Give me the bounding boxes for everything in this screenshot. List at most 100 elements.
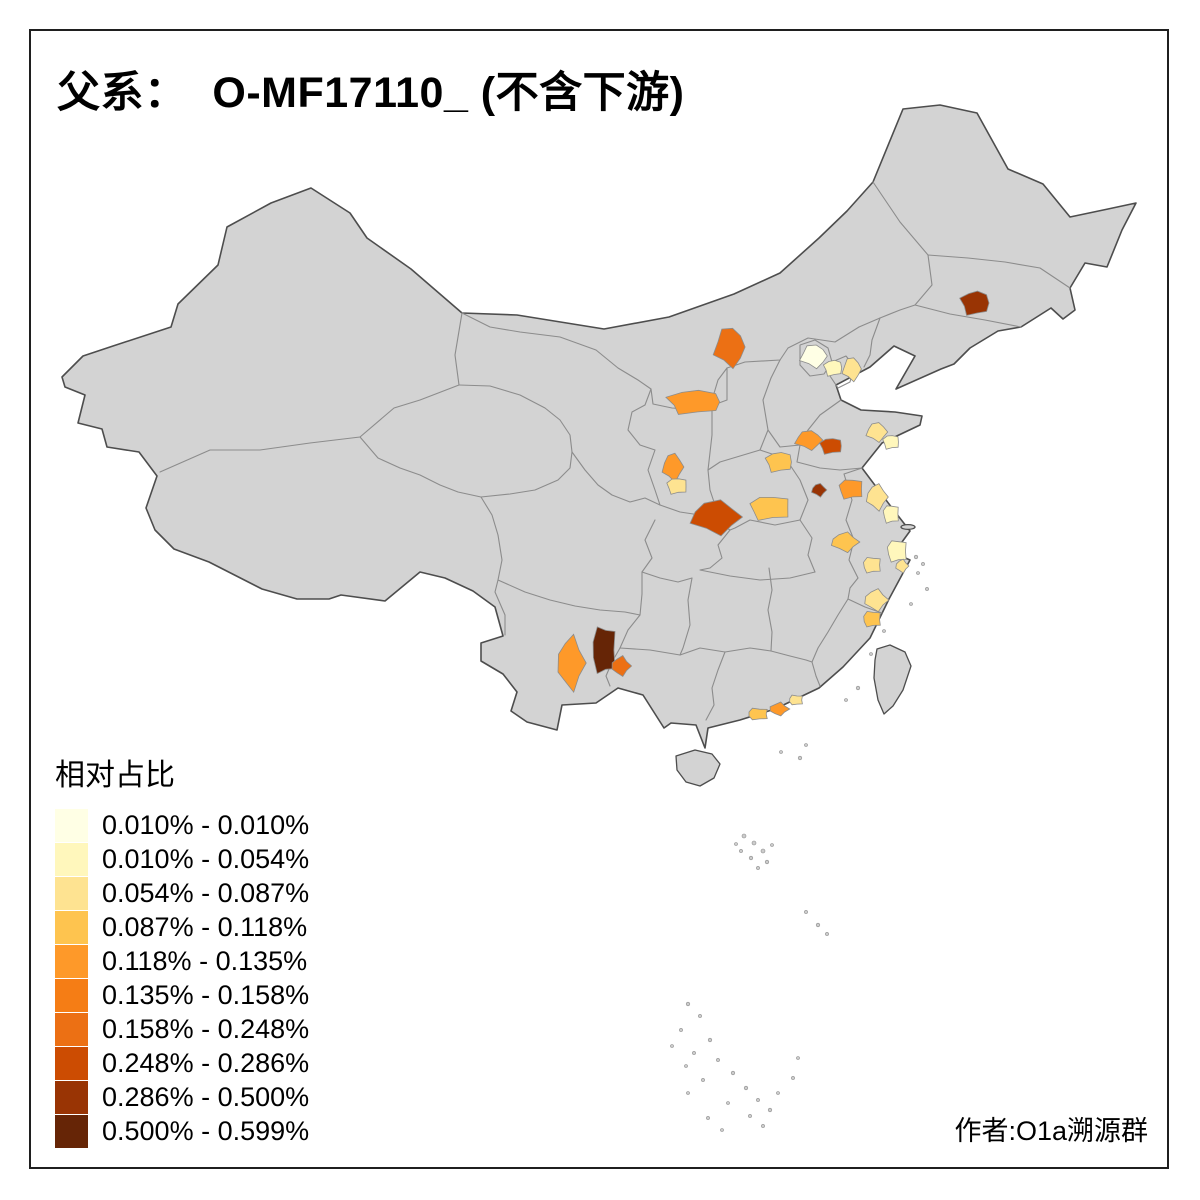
- hainan-island: [675, 749, 721, 787]
- legend-swatch: [55, 808, 88, 842]
- region-04: [798, 344, 828, 370]
- legend-label: 0.010% - 0.010%: [102, 810, 310, 840]
- region-10: [865, 422, 889, 444]
- legend-item: 0.118% - 0.135%: [55, 944, 309, 978]
- province-border: [679, 577, 693, 656]
- province-border: [571, 451, 661, 506]
- province-border: [759, 359, 781, 451]
- province-border: [458, 384, 573, 453]
- region-22: [895, 558, 910, 574]
- south-china-sea-islands: [670, 833, 829, 1132]
- province-border: [729, 519, 801, 531]
- province-border: [705, 651, 726, 721]
- province-border: [843, 467, 863, 579]
- region-26: [557, 633, 587, 694]
- legend-swatch: [55, 1080, 88, 1114]
- region-16: [811, 483, 828, 498]
- region-17: [838, 479, 863, 500]
- legend-items: 0.010% - 0.010% 0.010% - 0.054% 0.054% - 0…: [55, 808, 309, 1148]
- legend-item: 0.054% - 0.087%: [55, 876, 309, 910]
- legend-item: 0.087% - 0.118%: [55, 910, 309, 944]
- province-border: [811, 598, 849, 687]
- province-border: [639, 571, 643, 616]
- region-19: [882, 505, 899, 524]
- region-03: [665, 389, 721, 415]
- province-border: [767, 567, 773, 652]
- legend-label: 0.118% - 0.135%: [102, 946, 308, 976]
- legend: 相对占比 0.010% - 0.010% 0.010% - 0.054% 0.054…: [55, 750, 309, 1148]
- province-border: [914, 304, 1022, 328]
- region-07: [764, 452, 792, 473]
- legend-item: 0.010% - 0.054%: [55, 842, 309, 876]
- region-06: [841, 357, 862, 383]
- province-border: [927, 254, 1071, 289]
- region-31: [789, 694, 803, 706]
- province-border: [619, 647, 772, 656]
- legend-item: 0.500% - 0.599%: [55, 1114, 309, 1148]
- legend-item: 0.010% - 0.010%: [55, 808, 309, 842]
- chongming-island: [900, 523, 916, 531]
- region-08: [793, 430, 824, 451]
- taiwan-island: [873, 644, 912, 715]
- mainland-outline: [61, 104, 1137, 749]
- legend-swatch: [55, 978, 88, 1012]
- legend-swatch: [55, 1046, 88, 1080]
- legend-swatch: [55, 910, 88, 944]
- legend-swatch: [55, 1114, 88, 1148]
- mainland-group: [61, 104, 1137, 749]
- legend-label: 0.135% - 0.158%: [102, 980, 310, 1010]
- province-border: [497, 579, 641, 616]
- region-24: [864, 588, 890, 613]
- region-27: [592, 626, 616, 675]
- province-border: [863, 317, 881, 368]
- legend-item: 0.286% - 0.500%: [55, 1080, 309, 1114]
- coastal-islets: [779, 554, 929, 761]
- region-23: [863, 557, 881, 574]
- legend-swatch: [55, 944, 88, 978]
- region-29: [748, 707, 768, 721]
- legend-item: 0.248% - 0.286%: [55, 1046, 309, 1080]
- province-border: [461, 312, 860, 411]
- legend-label: 0.158% - 0.248%: [102, 1014, 310, 1044]
- province-border: [641, 519, 656, 573]
- province-borders: [159, 181, 1071, 721]
- province-border: [767, 429, 801, 448]
- region-11: [882, 435, 899, 450]
- legend-title: 相对占比: [55, 759, 175, 792]
- region-02: [712, 327, 746, 370]
- region-09: [818, 438, 842, 455]
- region-28: [611, 655, 633, 678]
- region-25: [863, 610, 881, 628]
- province-border: [699, 529, 816, 581]
- region-18: [865, 483, 889, 512]
- legend-label: 0.500% - 0.599%: [102, 1116, 310, 1146]
- author-credit: 作者:O1a溯源群: [954, 1116, 1148, 1146]
- province-border: [619, 614, 641, 649]
- legend-label: 0.010% - 0.054%: [102, 844, 310, 874]
- region-20: [830, 531, 861, 554]
- legend-label: 0.087% - 0.118%: [102, 912, 308, 942]
- legend-swatch: [55, 842, 88, 876]
- islands: [675, 523, 916, 787]
- legend-label: 0.286% - 0.500%: [102, 1082, 310, 1112]
- province-border: [799, 519, 816, 573]
- legend-swatch: [55, 876, 88, 910]
- province-border: [641, 571, 693, 583]
- legend-swatch: [55, 1012, 88, 1046]
- province-border: [770, 650, 813, 663]
- region-15: [749, 497, 789, 521]
- region-12: [661, 452, 685, 483]
- province-border: [480, 451, 573, 498]
- region-14: [689, 499, 744, 537]
- region-01: [959, 290, 990, 316]
- legend-item: 0.135% - 0.158%: [55, 978, 309, 1012]
- province-border: [707, 449, 761, 471]
- province-border: [796, 399, 863, 471]
- legend-label: 0.054% - 0.087%: [102, 878, 310, 908]
- legend-label: 0.248% - 0.286%: [102, 1048, 310, 1078]
- figure-title: 父系： O-MF17110_ (不含下游): [57, 69, 685, 117]
- province-border: [359, 436, 506, 636]
- region-13: [666, 478, 687, 495]
- region-30: [769, 701, 791, 717]
